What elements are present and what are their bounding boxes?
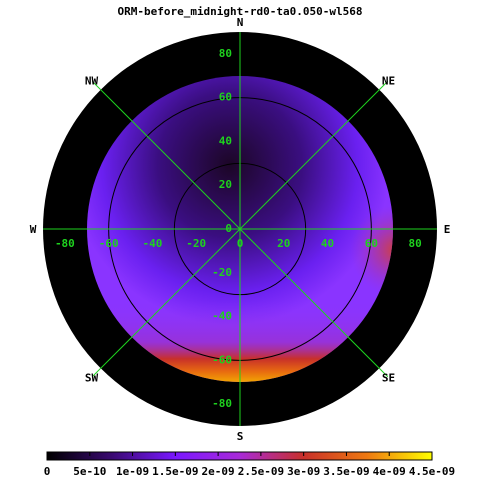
x-tick-label: -80 <box>55 237 75 250</box>
compass-label: N <box>237 16 244 29</box>
colorbar <box>46 451 433 461</box>
x-tick-label: 80 <box>408 237 421 250</box>
x-tick-label: -20 <box>186 237 206 250</box>
compass-label: W <box>30 223 37 236</box>
colorbar-tick-label: 4.5e-09 <box>409 465 455 478</box>
y-tick-label: -40 <box>212 310 232 323</box>
y-tick-label: -80 <box>212 397 232 410</box>
y-tick-label: -20 <box>212 266 232 279</box>
y-tick-label: 0 <box>225 222 232 235</box>
y-tick-label: -60 <box>212 353 232 366</box>
y-tick-label: 40 <box>219 134 232 147</box>
colorbar-tick-label: 1e-09 <box>116 465 149 478</box>
x-tick-label: -60 <box>99 237 119 250</box>
y-tick-label: 60 <box>219 91 232 104</box>
compass-label: SE <box>382 371 395 384</box>
x-tick-label: 60 <box>365 237 378 250</box>
colorbar-tick-label: 5e-10 <box>73 465 106 478</box>
compass-label: NE <box>382 75 395 88</box>
colorbar-tick-label: 4e-09 <box>373 465 406 478</box>
colorbar-tick-label: 3e-09 <box>287 465 320 478</box>
colorbar-tick-label: 3.5e-09 <box>323 465 369 478</box>
colorbar-tick-label: 1.5e-09 <box>152 465 198 478</box>
compass-label: NW <box>85 75 99 88</box>
x-tick-label: 20 <box>277 237 290 250</box>
compass-label: SW <box>85 371 99 384</box>
colorbar-tick-label: 2.5e-09 <box>238 465 284 478</box>
direction-line <box>91 80 389 378</box>
colorbar-tick-label: 0 <box>44 465 51 478</box>
x-tick-label: 40 <box>321 237 334 250</box>
y-tick-label: 20 <box>219 178 232 191</box>
compass-label: S <box>237 430 244 443</box>
y-tick-label: 80 <box>219 47 232 60</box>
chart-title: ORM-before_midnight-rd0-ta0.050-wl568 <box>117 5 362 18</box>
x-tick-label: 0 <box>237 237 244 250</box>
compass-label: E <box>444 223 451 236</box>
colorbar-tick-label: 2e-09 <box>202 465 235 478</box>
x-tick-label: -40 <box>143 237 163 250</box>
